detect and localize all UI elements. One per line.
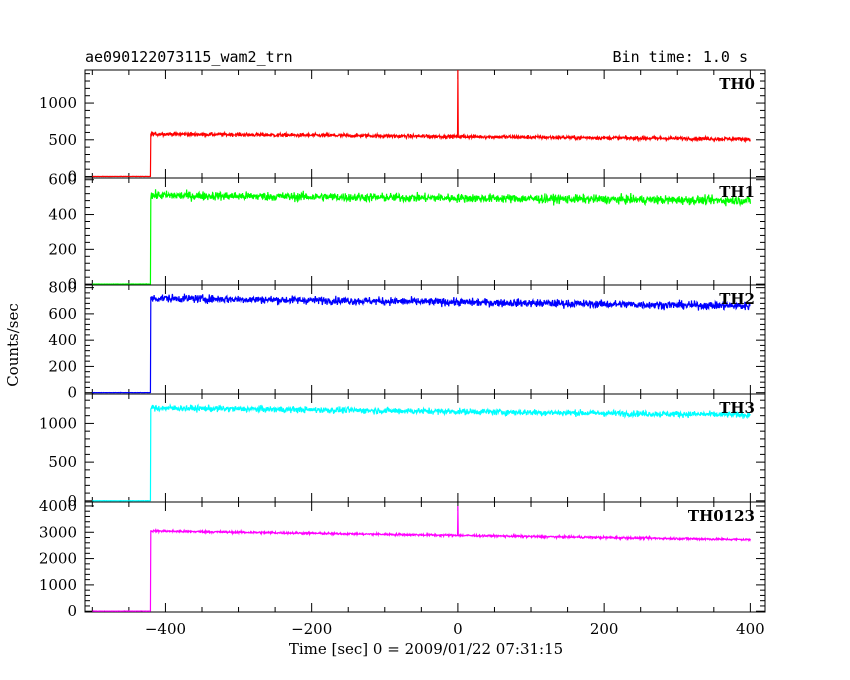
- panel-th1: 0 200 400 600 TH1: [48, 171, 766, 293]
- object-name: ae090122073115_wam2_trn: [85, 48, 293, 66]
- y-tick-label: 200: [48, 240, 77, 258]
- x-tick-label: 0: [453, 620, 463, 638]
- panel-label: TH1: [719, 183, 755, 201]
- panel-label: TH0123: [688, 507, 755, 525]
- y-tick-label: 400: [48, 331, 77, 349]
- y-tick-label: 800: [48, 279, 77, 297]
- series-line-th1: [92, 189, 751, 285]
- y-tick-label: 500: [48, 453, 77, 471]
- x-axis-label: Time [sec] 0 = 2009/01/22 07:31:15: [289, 640, 563, 658]
- panel-th0: 0 500 1000 TH0: [39, 69, 766, 186]
- y-axis-label: Counts/sec: [4, 303, 22, 387]
- y-tick-label: 0: [67, 384, 77, 402]
- bin-time-label: Bin time: 1.0 s: [613, 48, 748, 66]
- y-tick-label: 2000: [39, 550, 77, 568]
- panel-label: TH3: [719, 399, 755, 417]
- y-tick-label: 1000: [39, 414, 77, 432]
- y-tick-label: 0: [67, 602, 77, 620]
- series-line-th2: [92, 293, 751, 394]
- y-tick-label: 4000: [39, 497, 77, 515]
- y-tick-label: 0: [67, 275, 77, 293]
- x-axis: −400 −200 0 200 400: [145, 620, 765, 638]
- y-tick-label: 200: [48, 357, 77, 375]
- x-tick-label: −400: [145, 620, 186, 638]
- y-tick-label: 3000: [39, 523, 77, 541]
- panel-label: TH2: [719, 290, 755, 308]
- y-tick-label: 1000: [39, 576, 77, 594]
- y-tick-label: 0: [67, 168, 77, 186]
- panel-th0123: 0 1000 2000 3000 4000 TH0123: [39, 497, 766, 620]
- x-tick-label: −200: [291, 620, 332, 638]
- y-tick-label: 600: [48, 305, 77, 323]
- y-tick-label: 400: [48, 206, 77, 224]
- y-tick-label: 1000: [39, 94, 77, 112]
- panel-frame: [84, 69, 766, 179]
- y-tick-label: 600: [48, 171, 77, 189]
- panel-th3: 0 500 1000 TH3: [39, 393, 766, 510]
- series-line-th3: [92, 403, 751, 502]
- panels-group: 0 500 1000 TH0 0 200 400 600 TH1 0 200 400 600 800 TH2…: [39, 69, 766, 620]
- panel-frame: [84, 501, 766, 613]
- series-line-th0123: [92, 505, 751, 612]
- x-tick-label: 200: [590, 620, 619, 638]
- y-tick-label: 500: [48, 131, 77, 149]
- panel-label: TH0: [719, 75, 755, 93]
- x-tick-label: 400: [736, 620, 765, 638]
- y-tick-label: 0: [67, 492, 77, 510]
- series-line-th0: [92, 69, 751, 178]
- panel-th2: 0 200 400 600 800 TH2: [48, 279, 766, 402]
